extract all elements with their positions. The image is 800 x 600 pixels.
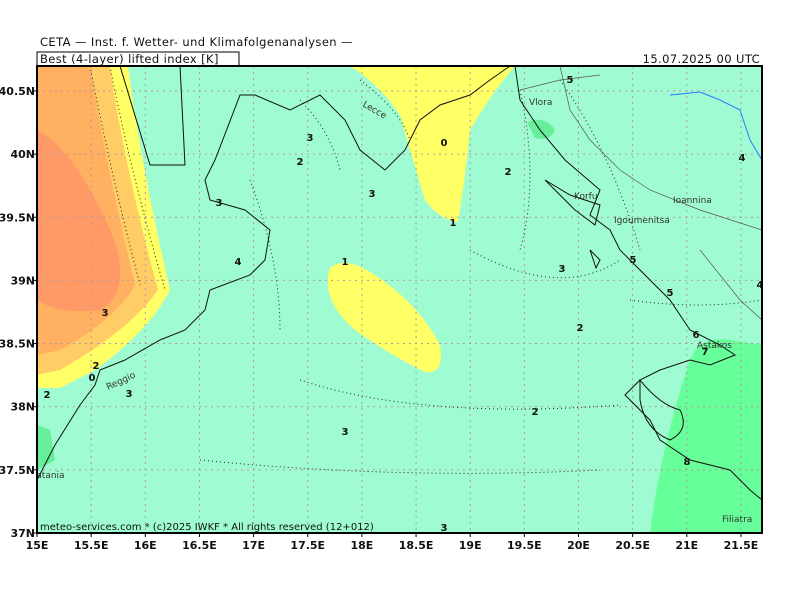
valid-time: 15.07.2025 00 UTC bbox=[643, 52, 760, 66]
place-label: Ioannina bbox=[673, 196, 712, 206]
place-label: Astakos bbox=[697, 341, 732, 351]
y-tick-label: 40.5N bbox=[0, 85, 35, 98]
frame bbox=[36, 65, 763, 534]
x-tick-label: 16E bbox=[134, 539, 157, 552]
river bbox=[669, 91, 762, 161]
contour-label: 2 bbox=[44, 390, 51, 401]
x-tick-label: 19.5E bbox=[507, 539, 542, 552]
graticule bbox=[37, 66, 762, 533]
x-tick-label: 20E bbox=[567, 539, 590, 552]
contour-label: 3 bbox=[559, 264, 566, 275]
contour-label: 4 bbox=[757, 280, 764, 291]
place-label: Catania bbox=[30, 471, 65, 481]
contour-label: 8 bbox=[684, 457, 691, 468]
x-tick-label: 18E bbox=[350, 539, 373, 552]
contour-label: 3 bbox=[307, 133, 314, 144]
green-area bbox=[650, 339, 762, 533]
contour-label: 2 bbox=[577, 323, 584, 334]
contour-label: 2 bbox=[93, 361, 100, 372]
border bbox=[519, 66, 762, 321]
contour-label: 2 bbox=[505, 167, 512, 178]
dark-orange-area bbox=[37, 130, 121, 312]
x-tick-label: 17E bbox=[242, 539, 265, 552]
place-label: Korfu bbox=[574, 192, 598, 202]
contour-label: 4 bbox=[739, 153, 746, 164]
y-tick-label: 39.5N bbox=[0, 211, 35, 224]
x-tick-label: 17.5E bbox=[290, 539, 325, 552]
place-label: Filiatra bbox=[722, 515, 752, 525]
x-tick-label: 19E bbox=[459, 539, 482, 552]
coastline bbox=[119, 66, 186, 166]
contour-label: 3 bbox=[216, 198, 223, 209]
contour-label: 5 bbox=[630, 255, 637, 266]
contour-label: 0 bbox=[441, 138, 448, 149]
y-tick-label: 37.5N bbox=[0, 464, 35, 477]
place-label: Igoumenitsa bbox=[614, 216, 670, 226]
green-area bbox=[527, 119, 555, 139]
x-tick-label: 21E bbox=[675, 539, 698, 552]
y-tick-label: 40N bbox=[10, 148, 35, 161]
x-tick-label: 15E bbox=[26, 539, 49, 552]
x-tick-label: 20.5E bbox=[615, 539, 650, 552]
field-name: Best (4-layer) lifted index [K] bbox=[40, 52, 219, 66]
contour-label: 1 bbox=[450, 218, 457, 229]
place-label: Vlora bbox=[529, 98, 552, 108]
y-tick-label: 37N bbox=[10, 527, 35, 540]
yellow-area bbox=[327, 262, 441, 373]
contour-label: 4 bbox=[235, 257, 242, 268]
contour-label: 3 bbox=[369, 189, 376, 200]
map-area: Lecce Vlora Korfu Igoumenitsa Ioannina A… bbox=[30, 66, 764, 534]
contour-label: 7 bbox=[702, 347, 709, 358]
x-tick-label: 16.5E bbox=[182, 539, 217, 552]
coastline bbox=[514, 66, 762, 501]
contour-label: 2 bbox=[532, 407, 539, 418]
institute: CETA — Inst. f. Wetter- und Klimafolgena… bbox=[40, 35, 353, 49]
contour-label: 5 bbox=[667, 288, 674, 299]
contour-label: 1 bbox=[342, 257, 349, 268]
footer: meteo-services.com * (c)2025 IWKF * All … bbox=[40, 522, 374, 533]
y-tick-label: 38.5N bbox=[0, 338, 35, 351]
x-tick-label: 21.5E bbox=[724, 539, 759, 552]
contour-label: 3 bbox=[126, 389, 133, 400]
y-tick-label: 38N bbox=[10, 401, 35, 414]
contour-label: 2 bbox=[297, 157, 304, 168]
isoline bbox=[89, 66, 762, 474]
yellow-area bbox=[350, 66, 515, 222]
green-area bbox=[37, 425, 55, 470]
coastline bbox=[37, 66, 511, 481]
contour-label: 3 bbox=[102, 308, 109, 319]
contour-label: 6 bbox=[693, 330, 700, 341]
island bbox=[544, 179, 684, 441]
contour-label: 5 bbox=[567, 75, 574, 86]
contour-label: 0 bbox=[89, 373, 96, 384]
contour-label: 3 bbox=[441, 523, 448, 534]
x-tick-label: 15.5E bbox=[74, 539, 109, 552]
axis-ticks: 15E 15.5E 16E 16.5E 17E 17.5E 18E 18.5E 19E 19.5E… bbox=[0, 85, 758, 552]
y-tick-label: 39N bbox=[10, 274, 35, 287]
x-tick-label: 18.5E bbox=[399, 539, 434, 552]
contour-label: 3 bbox=[342, 427, 349, 438]
